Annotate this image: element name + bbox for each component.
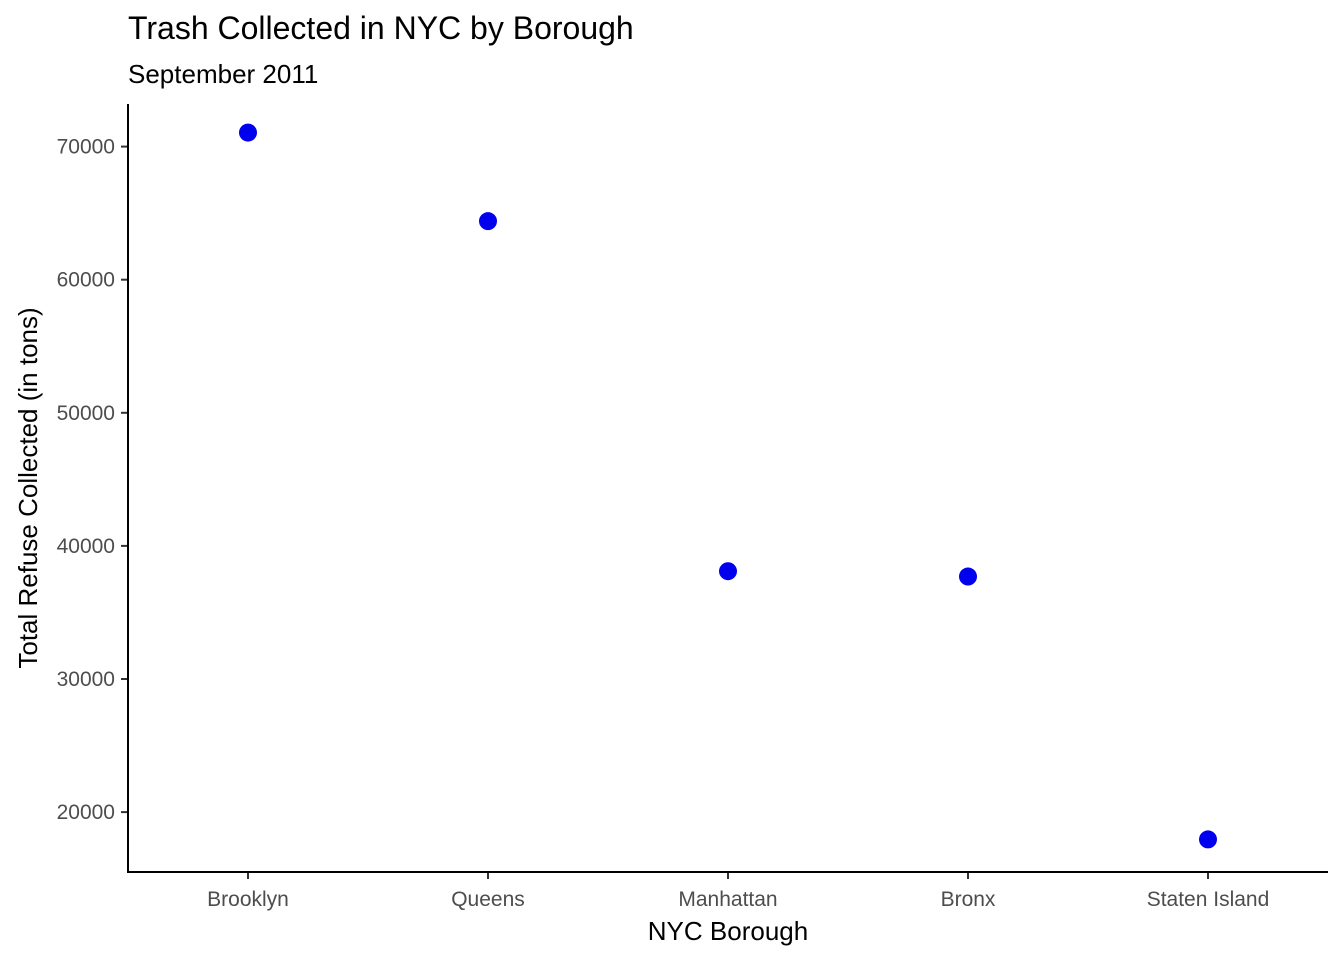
x-tick-label: Bronx	[941, 888, 996, 911]
chart-title: Trash Collected in NYC by Borough	[128, 10, 634, 46]
data-point	[719, 562, 737, 581]
y-axis-title: Total Refuse Collected (in tons)	[13, 307, 43, 668]
data-point	[1199, 830, 1217, 849]
y-tick-label: 20000	[57, 801, 115, 824]
y-tick-label: 30000	[57, 668, 115, 691]
y-axis-ticks: 20000 30000 40000 50000 60000 70000	[57, 136, 128, 824]
x-tick-label: Staten Island	[1147, 888, 1270, 911]
x-tick-label: Brooklyn	[207, 888, 289, 911]
x-axis-title: NYC Borough	[648, 916, 808, 946]
data-point	[959, 567, 977, 586]
data-point	[239, 123, 257, 142]
y-tick-label: 40000	[57, 535, 115, 558]
y-tick-label: 70000	[57, 136, 115, 159]
x-axis-ticks: Brooklyn Queens Manhattan Bronx Staten Islan…	[207, 872, 1269, 911]
data-point	[479, 212, 497, 231]
data-points	[239, 123, 1217, 849]
chart-subtitle: September 2011	[128, 59, 319, 89]
x-tick-label: Manhattan	[678, 888, 777, 911]
y-tick-label: 50000	[57, 402, 115, 425]
y-tick-label: 60000	[57, 269, 115, 292]
x-tick-label: Queens	[451, 888, 525, 911]
